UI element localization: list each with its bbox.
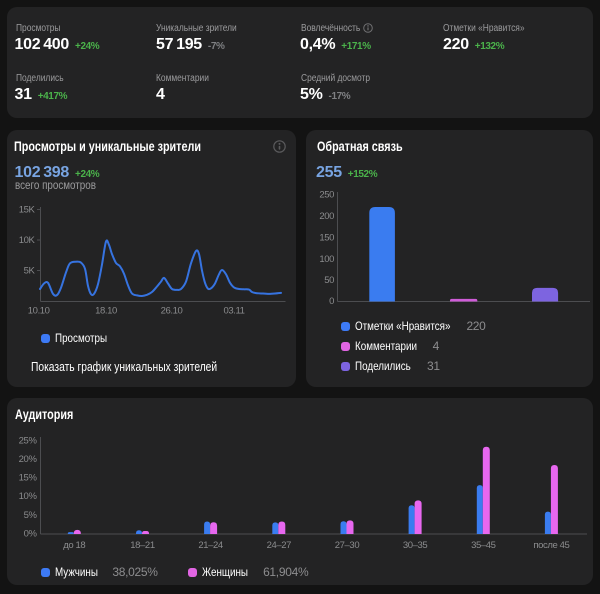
svg-text:10K: 10K	[19, 235, 36, 246]
svg-text:0: 0	[329, 296, 334, 307]
svg-text:50: 50	[324, 275, 334, 286]
svg-text:150: 150	[319, 232, 334, 243]
svg-text:0%: 0%	[24, 529, 38, 540]
svg-text:26.10: 26.10	[161, 306, 183, 317]
svg-text:до 18: до 18	[63, 540, 85, 551]
svg-text:250: 250	[319, 190, 334, 201]
svg-text:10%: 10%	[19, 491, 38, 502]
svg-text:30–35: 30–35	[403, 540, 428, 551]
svg-text:200: 200	[319, 211, 334, 222]
svg-text:03.11: 03.11	[223, 306, 244, 317]
svg-text:100: 100	[319, 254, 334, 265]
svg-text:21–24: 21–24	[198, 540, 223, 551]
svg-text:25%: 25%	[19, 435, 38, 446]
svg-text:18–21: 18–21	[130, 540, 155, 551]
svg-text:5%: 5%	[24, 510, 38, 521]
svg-text:15K: 15K	[19, 205, 36, 216]
svg-text:18.10: 18.10	[95, 306, 117, 317]
svg-text:27–30: 27–30	[335, 540, 360, 551]
svg-text:35–45: 35–45	[471, 540, 496, 551]
svg-text:24–27: 24–27	[267, 540, 292, 551]
svg-text:20%: 20%	[19, 454, 38, 465]
svg-text:10.10: 10.10	[28, 306, 50, 317]
svg-text:5K: 5K	[24, 266, 36, 277]
svg-text:15%: 15%	[19, 473, 38, 484]
svg-text:после 45: после 45	[533, 540, 569, 551]
